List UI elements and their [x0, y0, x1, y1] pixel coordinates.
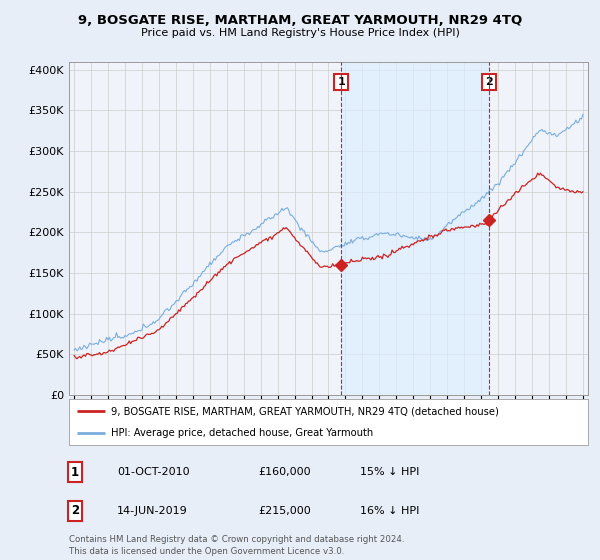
Text: 9, BOSGATE RISE, MARTHAM, GREAT YARMOUTH, NR29 4TQ: 9, BOSGATE RISE, MARTHAM, GREAT YARMOUTH… [78, 14, 522, 27]
Text: £160,000: £160,000 [258, 467, 311, 477]
Text: £215,000: £215,000 [258, 506, 311, 516]
Text: 2: 2 [71, 504, 79, 517]
Text: 9, BOSGATE RISE, MARTHAM, GREAT YARMOUTH, NR29 4TQ (detached house): 9, BOSGATE RISE, MARTHAM, GREAT YARMOUTH… [110, 406, 499, 416]
Text: 1: 1 [71, 465, 79, 479]
Text: 2: 2 [485, 77, 493, 87]
Text: 16% ↓ HPI: 16% ↓ HPI [360, 506, 419, 516]
Text: Price paid vs. HM Land Registry's House Price Index (HPI): Price paid vs. HM Land Registry's House … [140, 28, 460, 38]
Text: 1: 1 [337, 77, 345, 87]
Text: HPI: Average price, detached house, Great Yarmouth: HPI: Average price, detached house, Grea… [110, 428, 373, 438]
Text: 01-OCT-2010: 01-OCT-2010 [117, 467, 190, 477]
Text: Contains HM Land Registry data © Crown copyright and database right 2024.
This d: Contains HM Land Registry data © Crown c… [69, 535, 404, 556]
Bar [341, 62, 489, 395]
Text: 15% ↓ HPI: 15% ↓ HPI [360, 467, 419, 477]
Text: 14-JUN-2019: 14-JUN-2019 [117, 506, 188, 516]
